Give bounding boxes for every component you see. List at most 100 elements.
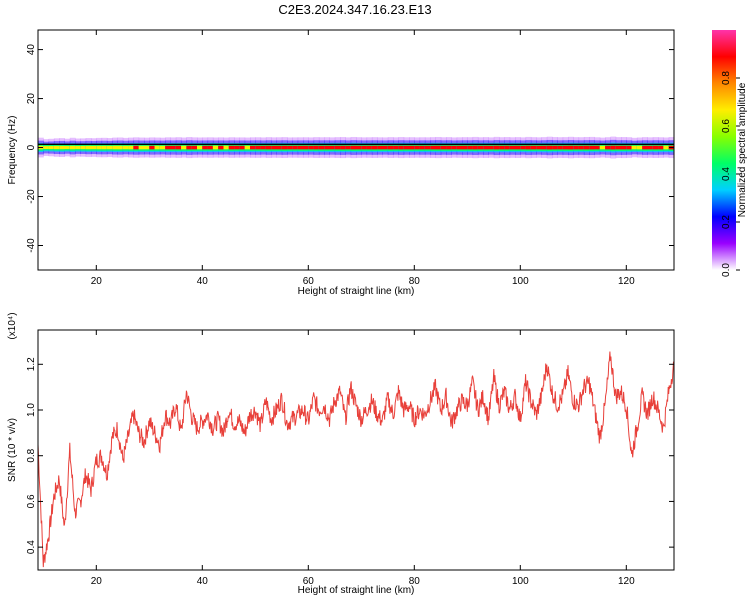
heatmap-cell: [493, 145, 500, 150]
heatmap-cell: [403, 145, 410, 150]
heatmap-cell: [515, 145, 521, 150]
heatmap-cell: [636, 145, 643, 150]
x-tick-label: 120: [618, 276, 635, 287]
heatmap-cell: [599, 145, 606, 150]
y-tick-label: 0.6: [26, 494, 37, 508]
spectrogram-x-ticks: 20 40 60 80 100 120: [91, 30, 635, 287]
snr-y-multiplier: (x10⁴): [7, 312, 18, 339]
heatmap-cell: [191, 145, 198, 150]
x-tick-label: 20: [91, 276, 103, 287]
heatmap-cell: [626, 145, 633, 150]
colorbar: 0.0 0.2 0.4 0.6 0.8 Normalized spectral ampl…: [712, 30, 748, 277]
heatmap-cell: [467, 145, 474, 150]
heatmap-cell: [350, 145, 357, 150]
heatmap-cell: [308, 145, 315, 150]
x-tick-label: 40: [197, 276, 209, 287]
heatmap-cell: [64, 146, 71, 150]
heatmap-cell: [85, 145, 92, 150]
heatmap-cell: [621, 145, 627, 150]
heatmap-cell: [361, 145, 368, 150]
heatmap-cell: [318, 145, 325, 150]
heatmap-cell: [239, 145, 246, 150]
heatmap-cell: [658, 145, 664, 150]
heatmap-cell: [117, 145, 124, 150]
heatmap-cell: [377, 145, 383, 150]
heatmap-cell: [91, 145, 97, 150]
heatmap-cell: [456, 145, 463, 150]
colorbar-tick-label: 0.0: [721, 263, 732, 277]
heatmap-cell: [605, 145, 611, 150]
x-tick-label: 80: [409, 276, 421, 287]
spectrogram-x-label: Height of straight line (km): [298, 286, 415, 297]
heatmap-cell: [223, 145, 230, 150]
heatmap-cell: [398, 145, 405, 150]
heatmap-cell: [546, 145, 553, 150]
heatmap-cell: [371, 145, 378, 150]
heatmap-cell: [212, 145, 219, 150]
heatmap-cell: [488, 145, 495, 150]
heatmap-cell: [652, 145, 659, 150]
heatmap-cell: [594, 145, 601, 150]
x-tick-label: 100: [512, 276, 529, 287]
snr-x-label: Height of straight line (km): [298, 585, 415, 596]
snr-y-label: SNR (10 * v/v): [7, 418, 18, 482]
heatmap-cell: [424, 145, 431, 150]
heatmap-cell: [149, 145, 156, 150]
y-tick-label: 0.4: [26, 540, 37, 554]
heatmap-cell: [329, 145, 336, 150]
heatmap-cell: [244, 145, 251, 150]
x-tick-label: 100: [512, 576, 529, 587]
spectrogram-panel: 20 40 60 80 100 120 40 20 0 -20 -40 Height of str…: [7, 29, 675, 297]
heatmap-cell: [303, 145, 309, 150]
heatmap-cell: [615, 145, 622, 150]
heatmap-cell: [128, 145, 134, 150]
heatmap-cell: [250, 145, 256, 150]
heatmap-cell: [234, 145, 240, 150]
x-tick-label: 80: [409, 576, 421, 587]
x-tick-label: 20: [91, 576, 103, 587]
heatmap-cell: [175, 145, 182, 150]
heatmap-cell: [75, 145, 81, 150]
heatmap-cell: [578, 145, 585, 150]
heatmap-cell: [557, 145, 564, 150]
heatmap-cell: [589, 145, 595, 150]
heatmap-cell: [154, 145, 161, 150]
y-tick-label: 20: [26, 93, 37, 105]
heatmap-cell: [509, 145, 516, 150]
heatmap-cell: [573, 145, 580, 150]
heatmap-cell: [207, 145, 214, 150]
heatmap-cell: [631, 145, 638, 150]
heatmap-cell: [409, 145, 415, 150]
heatmap-cell: [165, 145, 171, 150]
heatmap-cell: [430, 145, 436, 150]
y-tick-label: -20: [26, 189, 37, 204]
heatmap-cell: [504, 145, 511, 150]
snr-plot-area: [38, 330, 674, 570]
heatmap-cell: [80, 145, 87, 150]
colorbar-tick-label: 0.4: [721, 167, 732, 181]
heatmap-cell: [520, 145, 527, 150]
heatmap-cell: [260, 145, 267, 150]
heatmap-cell: [197, 145, 203, 150]
heatmap-cell: [440, 145, 447, 150]
spectrogram-heatmap: [38, 136, 674, 159]
y-tick-label: 0.8: [26, 448, 37, 462]
heatmap-cell: [568, 145, 574, 150]
heatmap-cell: [610, 145, 617, 150]
heatmap-cell: [255, 145, 262, 150]
heatmap-cell: [541, 145, 548, 150]
heatmap-cell: [43, 146, 50, 150]
heatmap-cell: [122, 145, 129, 150]
heatmap-cell: [483, 145, 489, 150]
colorbar-tick-label: 0.8: [721, 71, 732, 85]
heatmap-cell: [276, 145, 283, 150]
heatmap-cell: [271, 145, 277, 150]
heatmap-cell: [324, 145, 330, 150]
heatmap-cell: [313, 145, 320, 150]
heatmap-cell: [287, 145, 293, 150]
heatmap-cell: [387, 145, 394, 150]
spectrogram-frame: [37, 29, 675, 271]
heatmap-cell: [106, 145, 113, 150]
heatmap-cell: [48, 146, 55, 150]
heatmap-cell: [96, 145, 103, 150]
